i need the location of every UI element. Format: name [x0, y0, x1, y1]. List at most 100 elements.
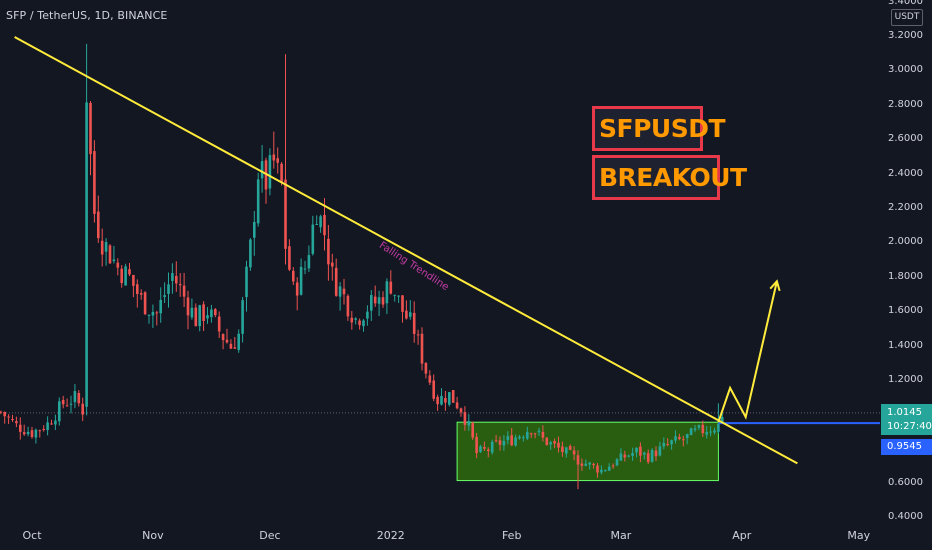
candle-body: [54, 420, 57, 425]
candle-body: [100, 240, 104, 255]
candle-body: [233, 347, 237, 349]
y-tick-label: 2.6000: [888, 133, 923, 145]
candle-body: [58, 401, 61, 422]
callout-symbol[interactable]: SFPUSDT: [592, 106, 726, 151]
candle-body: [217, 316, 221, 332]
candle-body: [405, 310, 408, 319]
candle-body: [553, 441, 556, 444]
candle-body: [697, 425, 701, 428]
candle-body: [163, 295, 166, 297]
candle-body: [139, 293, 143, 295]
candle-body: [214, 309, 217, 316]
candle-body: [502, 440, 506, 446]
candle-body: [175, 275, 178, 284]
candle-body: [592, 463, 595, 466]
candle-body: [42, 428, 45, 430]
candle-body: [432, 380, 435, 399]
bar-countdown: 10:27:40: [887, 421, 932, 432]
candle-body: [475, 436, 478, 454]
candle-body: [377, 297, 381, 304]
candle-body: [448, 392, 451, 405]
candle-body: [136, 284, 139, 294]
candle-body: [350, 317, 354, 323]
candle-body: [260, 161, 264, 179]
currency-badge[interactable]: USDT: [891, 9, 923, 26]
candle-body: [198, 305, 201, 327]
candle-body: [288, 246, 291, 270]
candle-body: [451, 390, 455, 403]
range-box: [456, 421, 719, 482]
candle-body: [561, 446, 564, 453]
y-tick-label: 3.0000: [888, 64, 923, 76]
candle-body: [576, 455, 580, 465]
candle-body: [307, 255, 311, 269]
overlays: [14, 36, 880, 465]
candle-body: [65, 405, 69, 407]
candle-body: [654, 450, 658, 457]
candle-body: [600, 469, 603, 473]
candle-body: [678, 437, 681, 439]
y-tick-label: 1.4000: [888, 339, 923, 351]
candle-body: [607, 466, 611, 471]
symbol-title[interactable]: SFP / TetherUS, 1D, BINANCE: [6, 9, 168, 22]
candle-body: [0, 411, 3, 413]
candle-body: [370, 295, 373, 311]
x-tick-label: 2022: [376, 529, 405, 542]
candle-body: [717, 423, 720, 432]
y-tick-label: 3.4000: [888, 0, 923, 7]
callout-breakout[interactable]: BREAKOUT: [592, 155, 747, 200]
candle-body: [19, 424, 22, 432]
last-price-value: 1.0145: [887, 407, 922, 418]
candle-body: [436, 396, 439, 405]
candle-body: [689, 428, 693, 436]
candle-body: [514, 437, 517, 446]
candle-body: [506, 436, 510, 441]
candle-body: [580, 463, 584, 466]
candles: [0, 43, 724, 490]
candle-body: [276, 158, 279, 163]
candle-body: [674, 436, 677, 441]
candle-body: [604, 470, 607, 472]
candle-body: [545, 437, 549, 445]
candle-body: [323, 214, 326, 236]
candle-body: [171, 273, 174, 281]
candle-body: [346, 295, 350, 317]
candle-body: [658, 446, 662, 456]
candle-body: [81, 403, 84, 415]
candle-body: [229, 343, 233, 349]
candle-body: [549, 442, 552, 445]
candle-body: [249, 239, 252, 268]
candle-body: [424, 362, 428, 374]
candle-body: [108, 245, 112, 264]
candle-body: [97, 211, 100, 239]
candle-body: [93, 151, 96, 214]
candle-body: [693, 428, 697, 431]
candle-body: [202, 304, 205, 321]
candle-body: [132, 274, 135, 286]
plot-area: [0, 43, 880, 490]
y-tick-label: 1.6000: [888, 305, 923, 317]
candle-body: [104, 242, 108, 252]
candle-body: [26, 431, 30, 435]
x-tick-label: Mar: [610, 529, 632, 542]
candle-body: [487, 449, 490, 452]
x-tick-label: Feb: [501, 529, 522, 542]
candle-body: [537, 430, 541, 433]
candle-body: [682, 439, 685, 441]
candle-body: [186, 297, 190, 316]
candle-body: [334, 267, 338, 296]
candle-body: [292, 270, 295, 282]
candle-body: [206, 315, 209, 319]
candle-body: [295, 282, 299, 296]
candle-body: [225, 339, 229, 343]
candle-body: [167, 284, 170, 294]
candle-body: [397, 295, 400, 297]
projection-path: [717, 281, 778, 423]
candle-body: [409, 312, 412, 317]
candle-body: [483, 447, 486, 449]
candle-body: [467, 421, 471, 426]
candle-body: [588, 462, 591, 465]
x-tick-label: Nov: [142, 529, 164, 542]
candle-body: [463, 412, 467, 425]
